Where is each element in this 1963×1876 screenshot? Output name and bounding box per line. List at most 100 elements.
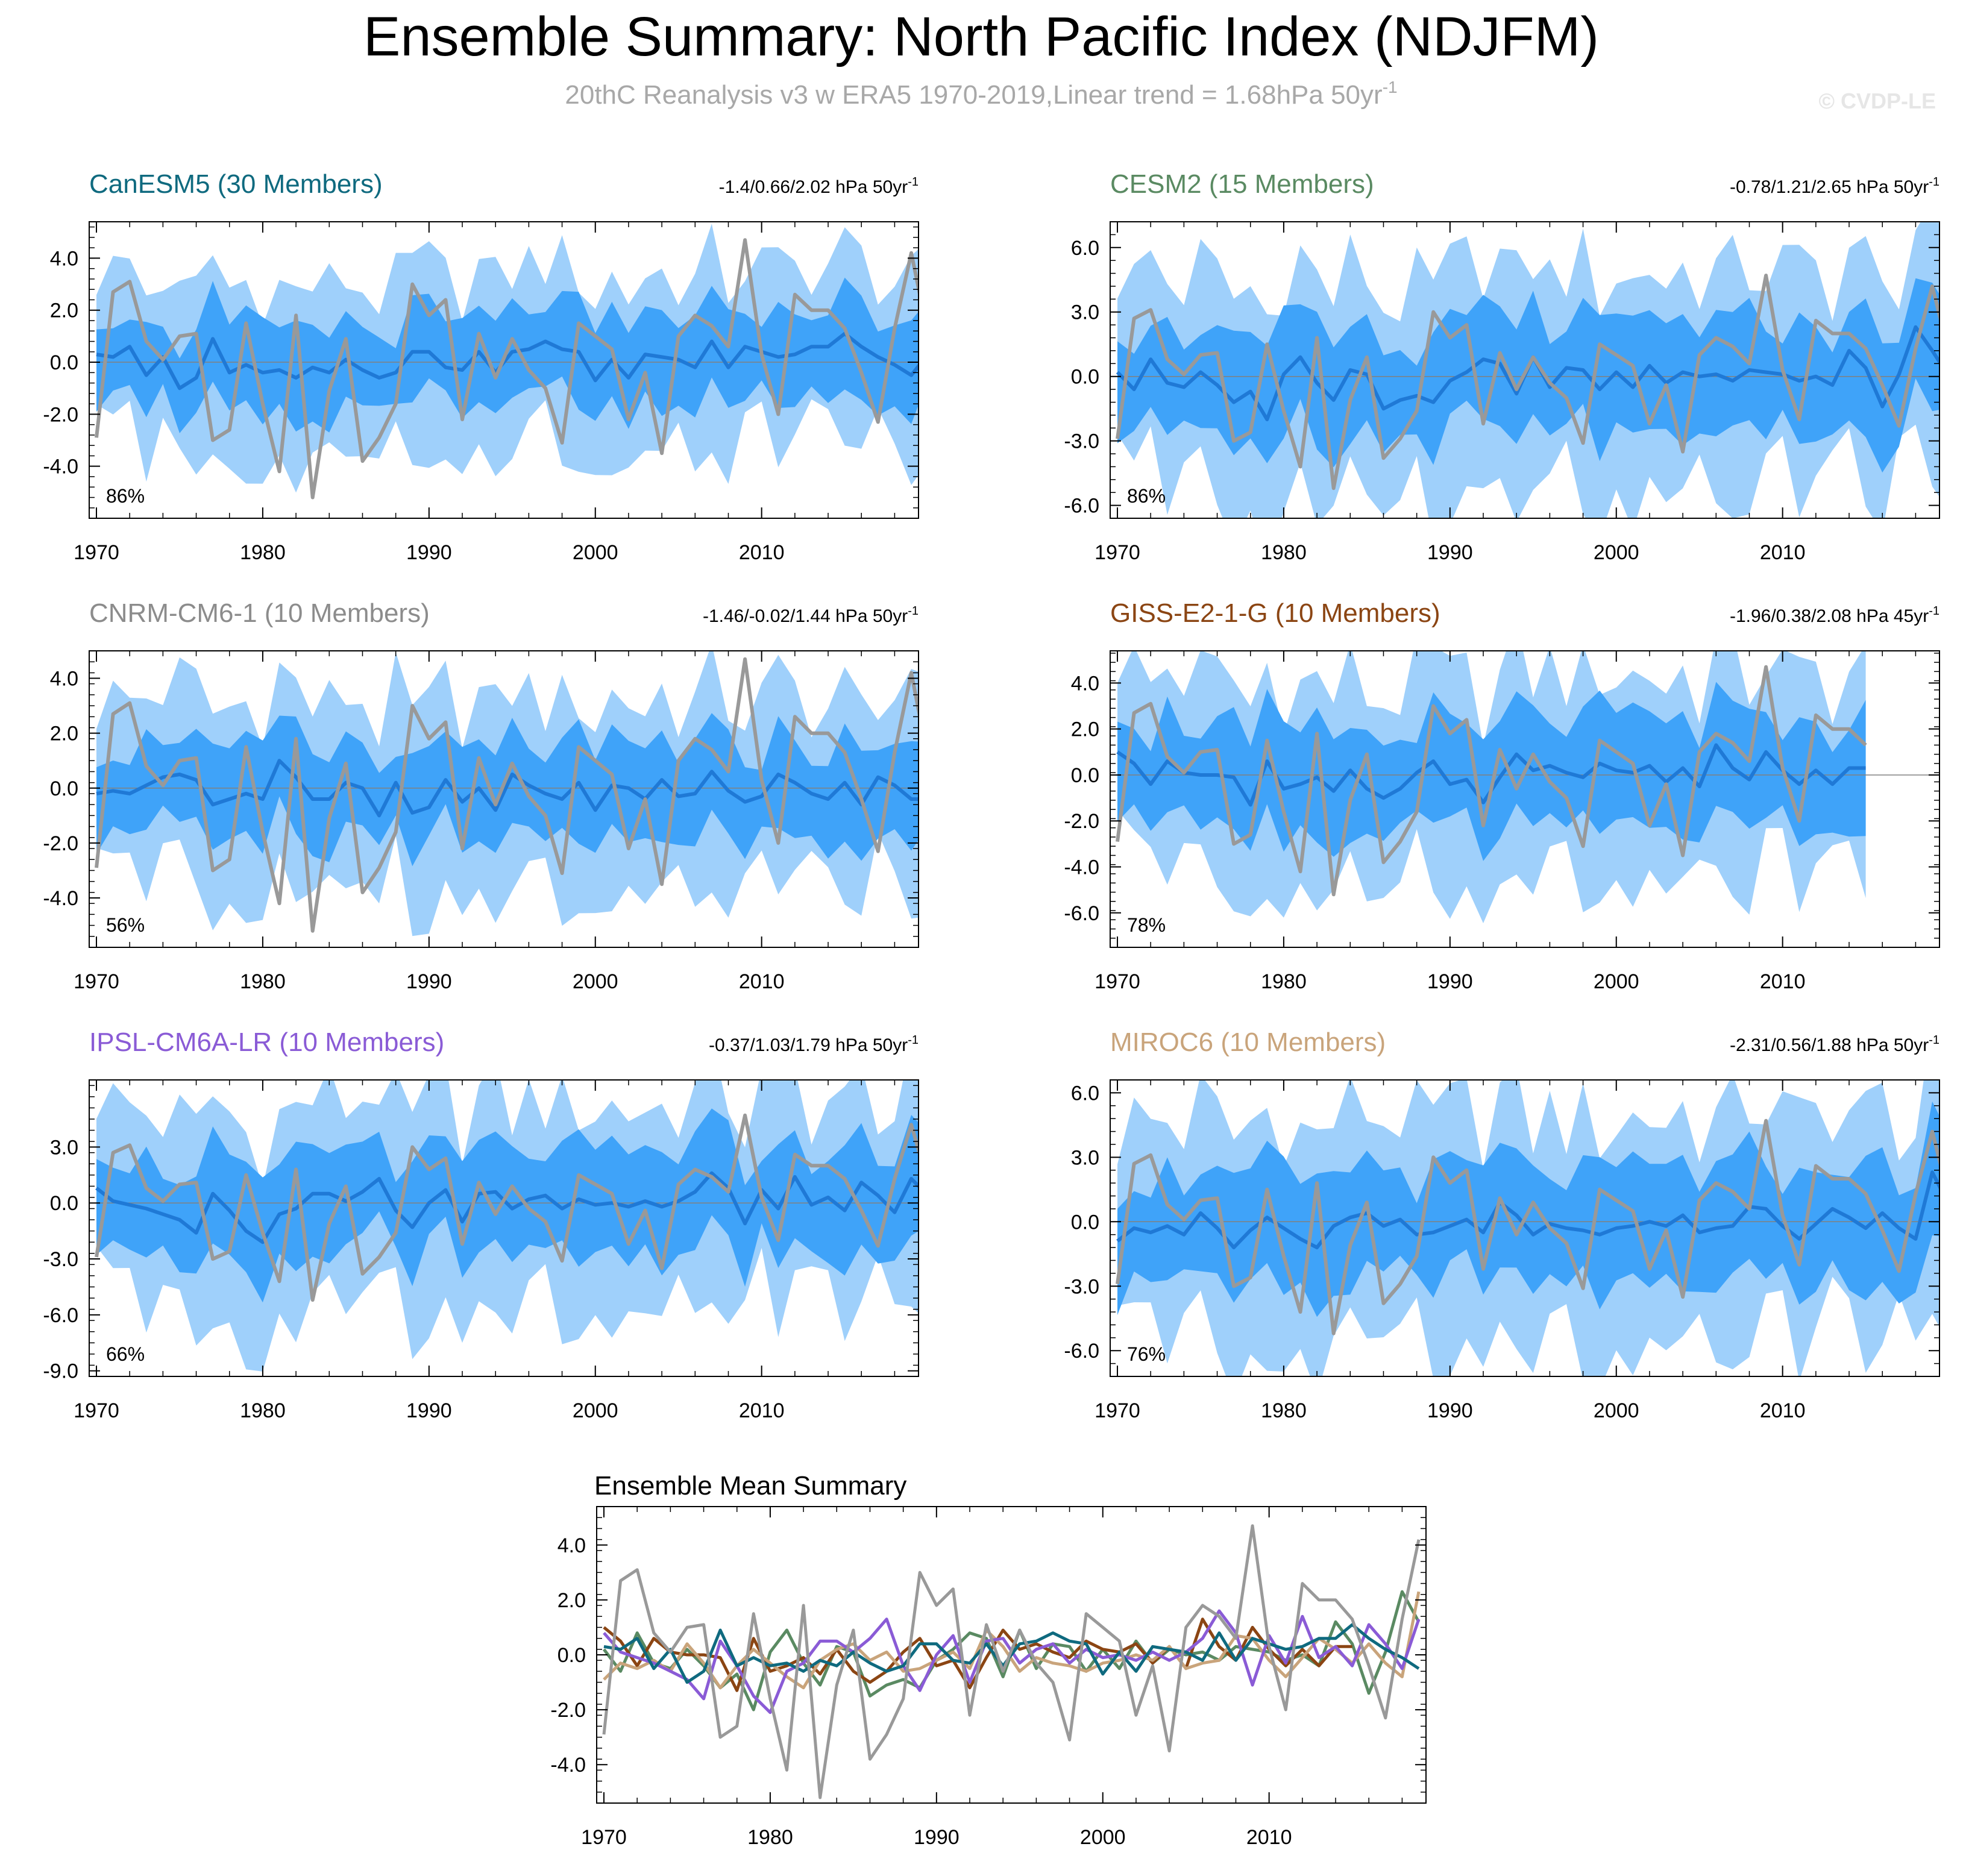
y-tick-label: -3.0 (1064, 1275, 1099, 1298)
y-tick-label: -6.0 (1064, 1340, 1099, 1363)
panel-title: Ensemble Mean Summary (594, 1471, 906, 1501)
trend-label-sup: -1 (1929, 175, 1939, 189)
y-tick-label: 2.0 (557, 1589, 586, 1612)
observed-series-line (95, 657, 919, 933)
y-tick-label: 0.0 (50, 1192, 78, 1215)
y-tick-label: 3.0 (1071, 301, 1099, 324)
inner-spread-band (1117, 682, 1866, 861)
x-tick-label: 1990 (1427, 970, 1473, 993)
plot-area (89, 224, 919, 500)
x-tick-label: 1970 (1095, 541, 1140, 564)
observed-series-line (95, 1113, 919, 1302)
trend-label-main: -2.31/0.56/1.88 hPa 50yr (1730, 1035, 1929, 1055)
y-tick-label: 0.0 (50, 777, 78, 800)
observed-series-line (1116, 274, 1939, 491)
plot-frame (1110, 1079, 1940, 1377)
panel-percent-label: 66% (106, 1343, 145, 1365)
y-tick-label: 4.0 (1071, 672, 1099, 695)
plot-frame (89, 1079, 919, 1377)
x-tick-label: 1980 (1261, 541, 1307, 564)
observed-series-line (95, 238, 919, 500)
x-tick-label: 2000 (1594, 1399, 1639, 1422)
x-tick-label: 1990 (406, 541, 452, 564)
figure-subtitle: 20thC Reanalysis v3 w ERA5 1970-2019,Lin… (565, 78, 1397, 110)
x-tick-label: 1970 (1095, 970, 1140, 993)
y-tick-label: -4.0 (550, 1754, 586, 1777)
chart-panel-1: CanESM5 (30 Members) -1.4/0.66/2.02 hPa 5… (43, 169, 919, 564)
y-tick-label: -3.0 (1064, 430, 1099, 453)
panel-percent-label: 86% (1127, 485, 1166, 507)
y-tick-label: 0.0 (1071, 764, 1099, 787)
y-tick-label: -9.0 (43, 1360, 78, 1383)
x-tick-label: 1970 (74, 970, 119, 993)
plot-frame (1110, 650, 1940, 948)
y-tick-label: 2.0 (50, 723, 78, 745)
panel-title: CESM2 (15 Members) (1110, 169, 1374, 199)
chart-panel-6: MIROC6 (10 Members) -2.31/0.56/1.88 hPa 5… (1064, 1027, 1940, 1422)
ensemble-mean-line (96, 331, 919, 391)
x-tick-label: 2010 (739, 970, 785, 993)
inner-spread-band (1117, 278, 1939, 473)
y-tick-label: -2.0 (1064, 810, 1099, 833)
plot-area (602, 1524, 1421, 1799)
panel-title: MIROC6 (10 Members) (1110, 1027, 1386, 1057)
figure-title: Ensemble Summary: North Pacific Index (N… (363, 6, 1599, 67)
chart-panel-4: GISS-E2-1-G (10 Members) -1.96/0.38/2.08 … (1064, 598, 1940, 993)
ensemble-mean-line (96, 759, 919, 818)
trend-label-main: -0.37/1.03/1.79 hPa 50yr (709, 1035, 908, 1055)
y-tick-label: -3.0 (43, 1248, 78, 1271)
panel-trend-label: -1.96/0.38/2.08 hPa 45yr-1 (1730, 604, 1939, 626)
x-tick-label: 2010 (739, 1399, 785, 1422)
trend-label-main: -0.78/1.21/2.65 hPa 50yr (1730, 177, 1929, 197)
x-tick-label: 1990 (1427, 541, 1473, 564)
y-tick-label: -2.0 (43, 832, 78, 855)
plot-area (89, 651, 919, 936)
plot-area (1110, 222, 1939, 518)
plot-area (1110, 1080, 1939, 1376)
panel-title: CanESM5 (30 Members) (89, 169, 383, 199)
trend-label-main: -1.96/0.38/2.08 hPa 45yr (1730, 606, 1929, 626)
ensemble-mean-line (1116, 1170, 1939, 1250)
x-tick-label: 1980 (240, 1399, 286, 1422)
trend-label-sup: -1 (908, 175, 919, 189)
y-tick-label: 2.0 (1071, 718, 1099, 741)
plot-frame (1110, 221, 1940, 519)
y-tick-label: 4.0 (557, 1534, 586, 1557)
x-tick-label: 2010 (1760, 1399, 1806, 1422)
trend-label-sup: -1 (908, 1034, 919, 1047)
summary-line-1 (603, 1623, 1420, 1684)
y-tick-label: 4.0 (50, 247, 78, 270)
panels-group: CanESM5 (30 Members) -1.4/0.66/2.02 hPa 5… (43, 169, 1940, 1849)
plot-area (1110, 651, 1939, 923)
x-tick-label: 2000 (1080, 1826, 1126, 1849)
y-tick-label: -6.0 (1064, 495, 1099, 518)
x-tick-label: 1990 (406, 1399, 452, 1422)
x-tick-label: 2010 (1760, 970, 1806, 993)
panel-trend-label: -0.78/1.21/2.65 hPa 50yr-1 (1730, 175, 1939, 197)
y-tick-label: 2.0 (50, 300, 78, 322)
panel-trend-label: -1.46/-0.02/1.44 hPa 50yr-1 (703, 604, 919, 626)
x-tick-label: 1980 (1261, 970, 1307, 993)
chart-panel-5: IPSL-CM6A-LR (10 Members) -0.37/1.03/1.79… (43, 1027, 919, 1422)
figure-subtitle-sup: -1 (1383, 78, 1398, 96)
plot-area (89, 1080, 919, 1372)
panel-percent-label: 56% (106, 914, 145, 936)
x-tick-label: 2010 (739, 541, 785, 564)
x-tick-label: 2000 (1594, 541, 1639, 564)
chart-panel-7: Ensemble Mean Summary 4.0 2.0 0.0 -2.0 -4.0 19… (550, 1471, 1427, 1849)
y-tick-label: -2.0 (550, 1699, 586, 1722)
panel-trend-label: -0.37/1.03/1.79 hPa 50yr-1 (709, 1034, 919, 1055)
x-tick-label: 1970 (581, 1826, 627, 1849)
panel-percent-label: 86% (106, 485, 145, 507)
x-tick-label: 1980 (240, 541, 286, 564)
panel-trend-label: -1.4/0.66/2.02 hPa 50yr-1 (719, 175, 919, 197)
y-tick-label: 4.0 (50, 668, 78, 691)
chart-panel-3: CNRM-CM6-1 (10 Members) -1.46/-0.02/1.44 … (43, 598, 919, 993)
plot-frame (89, 221, 919, 519)
trend-label-main: -1.46/-0.02/1.44 hPa 50yr (703, 606, 908, 626)
figure-subtitle-main: 20thC Reanalysis v3 w ERA5 1970-2019,Lin… (565, 80, 1382, 110)
observed-series-line (1116, 1118, 1939, 1335)
y-tick-label: 6.0 (1071, 237, 1099, 260)
y-tick-label: 3.0 (50, 1136, 78, 1159)
